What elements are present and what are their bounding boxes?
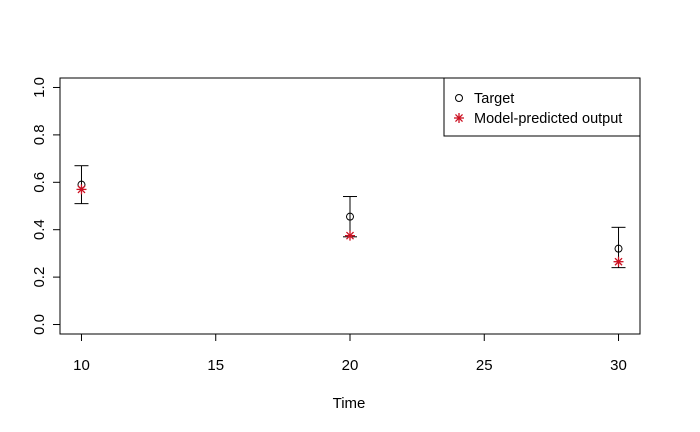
asterisk-stroke xyxy=(614,257,623,266)
legend-model-marker xyxy=(454,113,464,123)
legend-box xyxy=(443,77,641,137)
legend-model-label: Model-predicted output xyxy=(474,111,622,127)
x-axis-title: Time xyxy=(333,395,366,412)
y-tick-label: 0.4 xyxy=(31,219,48,240)
asterisk-stroke xyxy=(455,114,463,122)
model-point xyxy=(613,256,624,267)
asterisk-stroke xyxy=(346,231,354,240)
x-tick-label: 20 xyxy=(342,357,359,374)
y-tick-label: 0.0 xyxy=(31,314,48,335)
asterisk-stroke xyxy=(77,185,86,194)
x-tick-label: 15 xyxy=(207,357,224,374)
model-point xyxy=(345,230,355,241)
legend: Target Model-predicted output xyxy=(443,77,641,137)
x-axis: 10 15 20 25 30 xyxy=(73,333,627,374)
y-tick-label: 0.6 xyxy=(31,172,48,193)
y-axis: 0.0 0.2 0.4 0.6 0.8 1.0 xyxy=(31,77,61,335)
y-tick-label: 0.2 xyxy=(31,267,48,288)
model-point xyxy=(76,184,87,195)
x-tick-label: 30 xyxy=(610,357,627,374)
x-tick-label: 10 xyxy=(73,357,90,374)
target-point xyxy=(614,244,623,253)
y-tick-label: 0.8 xyxy=(31,124,48,145)
legend-asterisk xyxy=(454,113,464,123)
legend-target-marker xyxy=(455,94,463,102)
legend-target-label: Target xyxy=(474,91,514,107)
target-point xyxy=(346,212,354,221)
y-tick-label: 1.0 xyxy=(31,77,48,98)
x-tick-label: 25 xyxy=(476,357,493,374)
error-bars xyxy=(74,165,626,269)
series-model-predicted xyxy=(76,184,624,267)
